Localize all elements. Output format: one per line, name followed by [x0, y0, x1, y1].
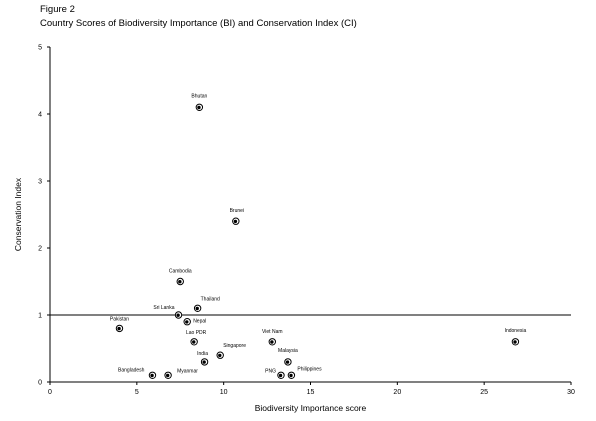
data-label-png: PNG — [265, 368, 276, 374]
ticks: 0 5 10 15 20 25 30 0 1 2 3 4 5 — [38, 45, 575, 397]
x-tick-label: 20 — [393, 389, 401, 396]
data-label-cambodia: Cambodia — [169, 269, 192, 275]
data-point-marker-indonesia — [513, 340, 517, 344]
y-tick-label: 5 — [38, 45, 42, 52]
data-point-marker-nepal — [185, 320, 189, 324]
y-axis-label: Conservation Index — [13, 177, 23, 251]
data-points: Bhutan Brunei Cambodia Thailand Sri Lanka Nep… — [110, 93, 527, 379]
data-label-lao-pdr: Lao PDR — [186, 330, 207, 336]
data-point-marker-myanmar — [165, 373, 170, 378]
x-tick-label: 25 — [480, 389, 488, 396]
figure-label: Figure 2 — [40, 4, 75, 15]
data-label-bangladesh: Bangladesh — [118, 367, 145, 373]
data-point-marker-malaysia — [285, 360, 290, 364]
y-tick-label: 4 — [38, 112, 42, 119]
y-tick-label: 3 — [38, 179, 42, 186]
data-point-marker-sri-lanka — [176, 313, 180, 317]
data-label-singapore: Singapore — [223, 343, 246, 349]
data-point-marker-lao-pdr — [192, 340, 196, 344]
chart-title: Country Scores of Biodiversity Importanc… — [40, 18, 357, 29]
data-point-marker-india — [202, 360, 206, 364]
data-point-marker-viet-nam — [270, 340, 274, 344]
x-tick-label: 0 — [48, 389, 52, 396]
data-label-myanmar: Myanmar — [177, 368, 198, 374]
data-label-india: India — [197, 351, 208, 357]
y-tick-label: 0 — [38, 380, 42, 387]
data-point-marker-philippines — [289, 373, 293, 378]
data-label-bhutan: Bhutan — [191, 93, 207, 99]
data-point-marker-bhutan — [197, 105, 201, 110]
data-label-philippines: Philippines — [297, 366, 322, 372]
y-tick-label: 2 — [38, 246, 42, 253]
x-tick-label: 30 — [567, 389, 575, 396]
y-tick-label: 1 — [38, 313, 42, 320]
data-label-nepal: Nepal — [193, 319, 206, 325]
axes — [49, 47, 571, 383]
x-tick-label: 15 — [307, 389, 315, 396]
data-label-pakistan: Pakistan — [110, 316, 129, 322]
x-tick-label: 5 — [135, 389, 139, 396]
x-axis-label: Biodiversity Importance score — [255, 403, 367, 413]
data-point-marker-pakistan — [117, 326, 121, 331]
data-label-sri-lanka: Sri Lanka — [153, 305, 174, 311]
data-label-brunei: Brunei — [230, 208, 244, 214]
data-point-marker-bangladesh — [150, 373, 154, 378]
data-label-viet-nam: Viet Nam — [262, 329, 282, 335]
data-point-marker-cambodia — [178, 280, 182, 284]
data-label-malaysia: Malaysia — [278, 348, 298, 354]
x-tick-label: 10 — [220, 389, 228, 396]
data-point-marker-png — [278, 373, 283, 378]
data-label-indonesia: Indonesia — [505, 328, 527, 334]
data-point-marker-thailand — [195, 306, 199, 311]
data-point-marker-singapore — [218, 353, 222, 358]
data-point-marker-brunei — [233, 219, 238, 224]
data-label-thailand: Thailand — [201, 296, 220, 302]
